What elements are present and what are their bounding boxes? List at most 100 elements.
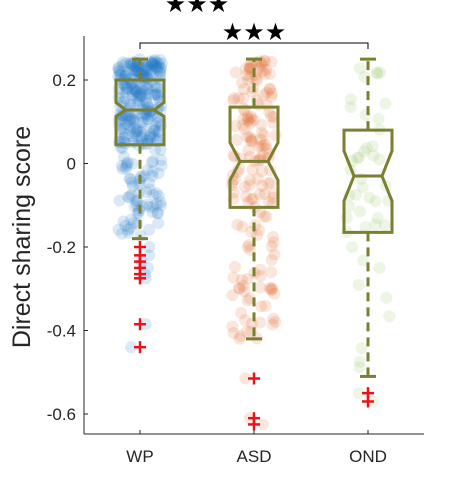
data-point — [127, 216, 140, 229]
data-point — [128, 200, 141, 213]
data-point — [151, 63, 164, 76]
data-point — [252, 224, 265, 237]
data-point — [142, 261, 155, 274]
data-point — [233, 282, 246, 295]
data-point — [352, 151, 365, 164]
data-point — [123, 124, 136, 137]
data-point — [265, 240, 278, 253]
data-point — [237, 113, 250, 126]
data-point — [143, 63, 156, 76]
data-point — [253, 188, 266, 201]
data-point — [131, 123, 144, 136]
data-point — [132, 59, 145, 72]
data-point — [154, 53, 167, 66]
data-point — [257, 89, 270, 102]
data-point — [125, 89, 138, 102]
data-point — [140, 108, 153, 121]
data-point — [129, 63, 142, 76]
data-point — [147, 188, 160, 201]
data-point — [143, 176, 156, 189]
data-point — [371, 211, 384, 224]
data-point — [148, 79, 161, 92]
data-point — [360, 142, 373, 155]
data-point — [148, 88, 161, 101]
data-point — [135, 116, 148, 129]
data-point — [155, 153, 168, 166]
data-point — [359, 109, 372, 122]
data-point — [145, 56, 158, 69]
data-point — [120, 82, 133, 95]
data-point — [130, 85, 143, 98]
data-point — [152, 57, 165, 70]
data-point — [255, 59, 268, 72]
data-point — [118, 78, 131, 91]
data-point — [234, 329, 247, 342]
data-point — [343, 200, 356, 213]
data-point — [259, 63, 272, 76]
data-point — [254, 270, 267, 283]
data-point — [352, 387, 365, 400]
data-point — [246, 163, 259, 176]
data-point — [255, 300, 268, 313]
data-point — [229, 119, 242, 132]
data-point — [148, 54, 161, 67]
data-point — [141, 82, 154, 95]
significance-bracket-wp-ond — [139, 42, 369, 49]
data-point — [142, 88, 155, 101]
data-point — [373, 153, 386, 166]
data-point — [139, 94, 152, 107]
data-point — [344, 101, 357, 114]
data-point — [126, 157, 139, 170]
data-point — [151, 81, 164, 94]
data-point — [119, 80, 132, 93]
data-point — [263, 83, 276, 96]
data-point — [152, 60, 165, 73]
data-point — [139, 61, 152, 74]
data-point — [126, 58, 139, 71]
data-point — [147, 55, 160, 68]
data-point — [235, 76, 248, 89]
data-point — [122, 66, 135, 79]
data-point — [147, 131, 160, 144]
data-point — [259, 299, 272, 312]
data-point — [237, 92, 250, 105]
boxes-layer — [114, 57, 394, 431]
data-point — [373, 261, 386, 274]
data-point — [126, 85, 139, 98]
data-point — [116, 113, 129, 126]
scatter-points-layer — [112, 53, 396, 431]
data-point — [145, 156, 158, 169]
y-tick-label: -0.4 — [47, 322, 76, 341]
data-point — [260, 99, 273, 112]
data-point — [241, 294, 254, 307]
data-point — [378, 219, 391, 232]
data-point — [239, 62, 252, 75]
data-point — [124, 97, 137, 110]
x-tick-label-wp: WP — [126, 447, 153, 466]
data-point — [254, 263, 267, 276]
data-point — [152, 115, 165, 128]
data-point — [244, 174, 257, 187]
data-point — [136, 89, 149, 102]
data-point — [114, 68, 127, 81]
data-point — [142, 62, 155, 75]
data-point — [349, 188, 362, 201]
data-point — [120, 157, 133, 170]
data-point — [146, 165, 159, 178]
data-point — [252, 140, 265, 153]
data-point — [245, 133, 258, 146]
data-point — [254, 206, 267, 219]
data-point — [256, 179, 269, 192]
data-point — [262, 177, 275, 190]
data-point — [233, 282, 246, 295]
data-point — [344, 93, 357, 106]
data-point — [155, 159, 168, 172]
data-point — [353, 361, 366, 374]
data-point — [120, 160, 133, 173]
data-point — [150, 81, 163, 94]
data-point — [112, 62, 125, 75]
data-point — [147, 57, 160, 70]
x-tick-label-ond: OND — [349, 447, 387, 466]
data-point — [122, 191, 135, 204]
data-point — [113, 194, 126, 207]
